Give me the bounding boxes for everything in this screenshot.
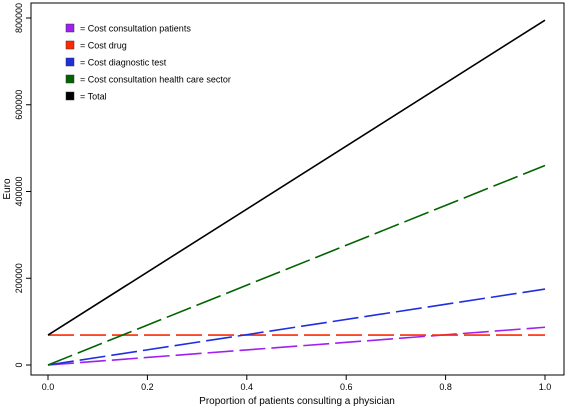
x-tick-label: 0.6 <box>340 382 353 392</box>
y-tick-label: 600000 <box>14 90 24 120</box>
legend-label: = Cost drug <box>80 41 127 51</box>
y-tick-label: 400000 <box>14 176 24 206</box>
x-tick-label: 0.2 <box>141 382 154 392</box>
x-tick-label: 0.4 <box>241 382 254 392</box>
series-line <box>47 326 546 366</box>
legend-swatch <box>65 91 75 101</box>
series-line <box>47 288 546 366</box>
legend-label: = Total <box>80 92 107 102</box>
legend-swatch <box>65 40 75 50</box>
x-tick-label: 1.0 <box>539 382 552 392</box>
y-axis-label: Euro <box>2 178 13 200</box>
plot-frame <box>30 2 565 376</box>
legend: = Cost consultation patients = Cost drug =… <box>65 23 231 102</box>
x-axis-label: Proportion of patients consulting a phys… <box>199 396 395 407</box>
series-line <box>47 19 546 336</box>
legend-label: = Cost consultation health care sector <box>80 75 231 85</box>
legend-swatch <box>65 23 75 33</box>
legend-swatch <box>65 74 75 84</box>
legend-label: = Cost consultation patients <box>80 24 191 34</box>
legend-swatch <box>65 57 75 67</box>
y-tick-label: 0 <box>14 362 24 367</box>
x-axis: 0.0 0.2 0.4 0.6 0.8 1.0 <box>42 375 552 392</box>
series-line <box>47 164 546 366</box>
y-tick-label: 200000 <box>14 263 24 293</box>
legend-label: = Cost diagnostic test <box>80 58 167 68</box>
y-axis: 0 200000 400000 600000 800000 <box>14 3 31 368</box>
x-tick-label: 0.8 <box>439 382 452 392</box>
x-tick-label: 0.0 <box>42 382 55 392</box>
series-layer <box>47 19 546 366</box>
y-tick-label: 800000 <box>14 3 24 33</box>
